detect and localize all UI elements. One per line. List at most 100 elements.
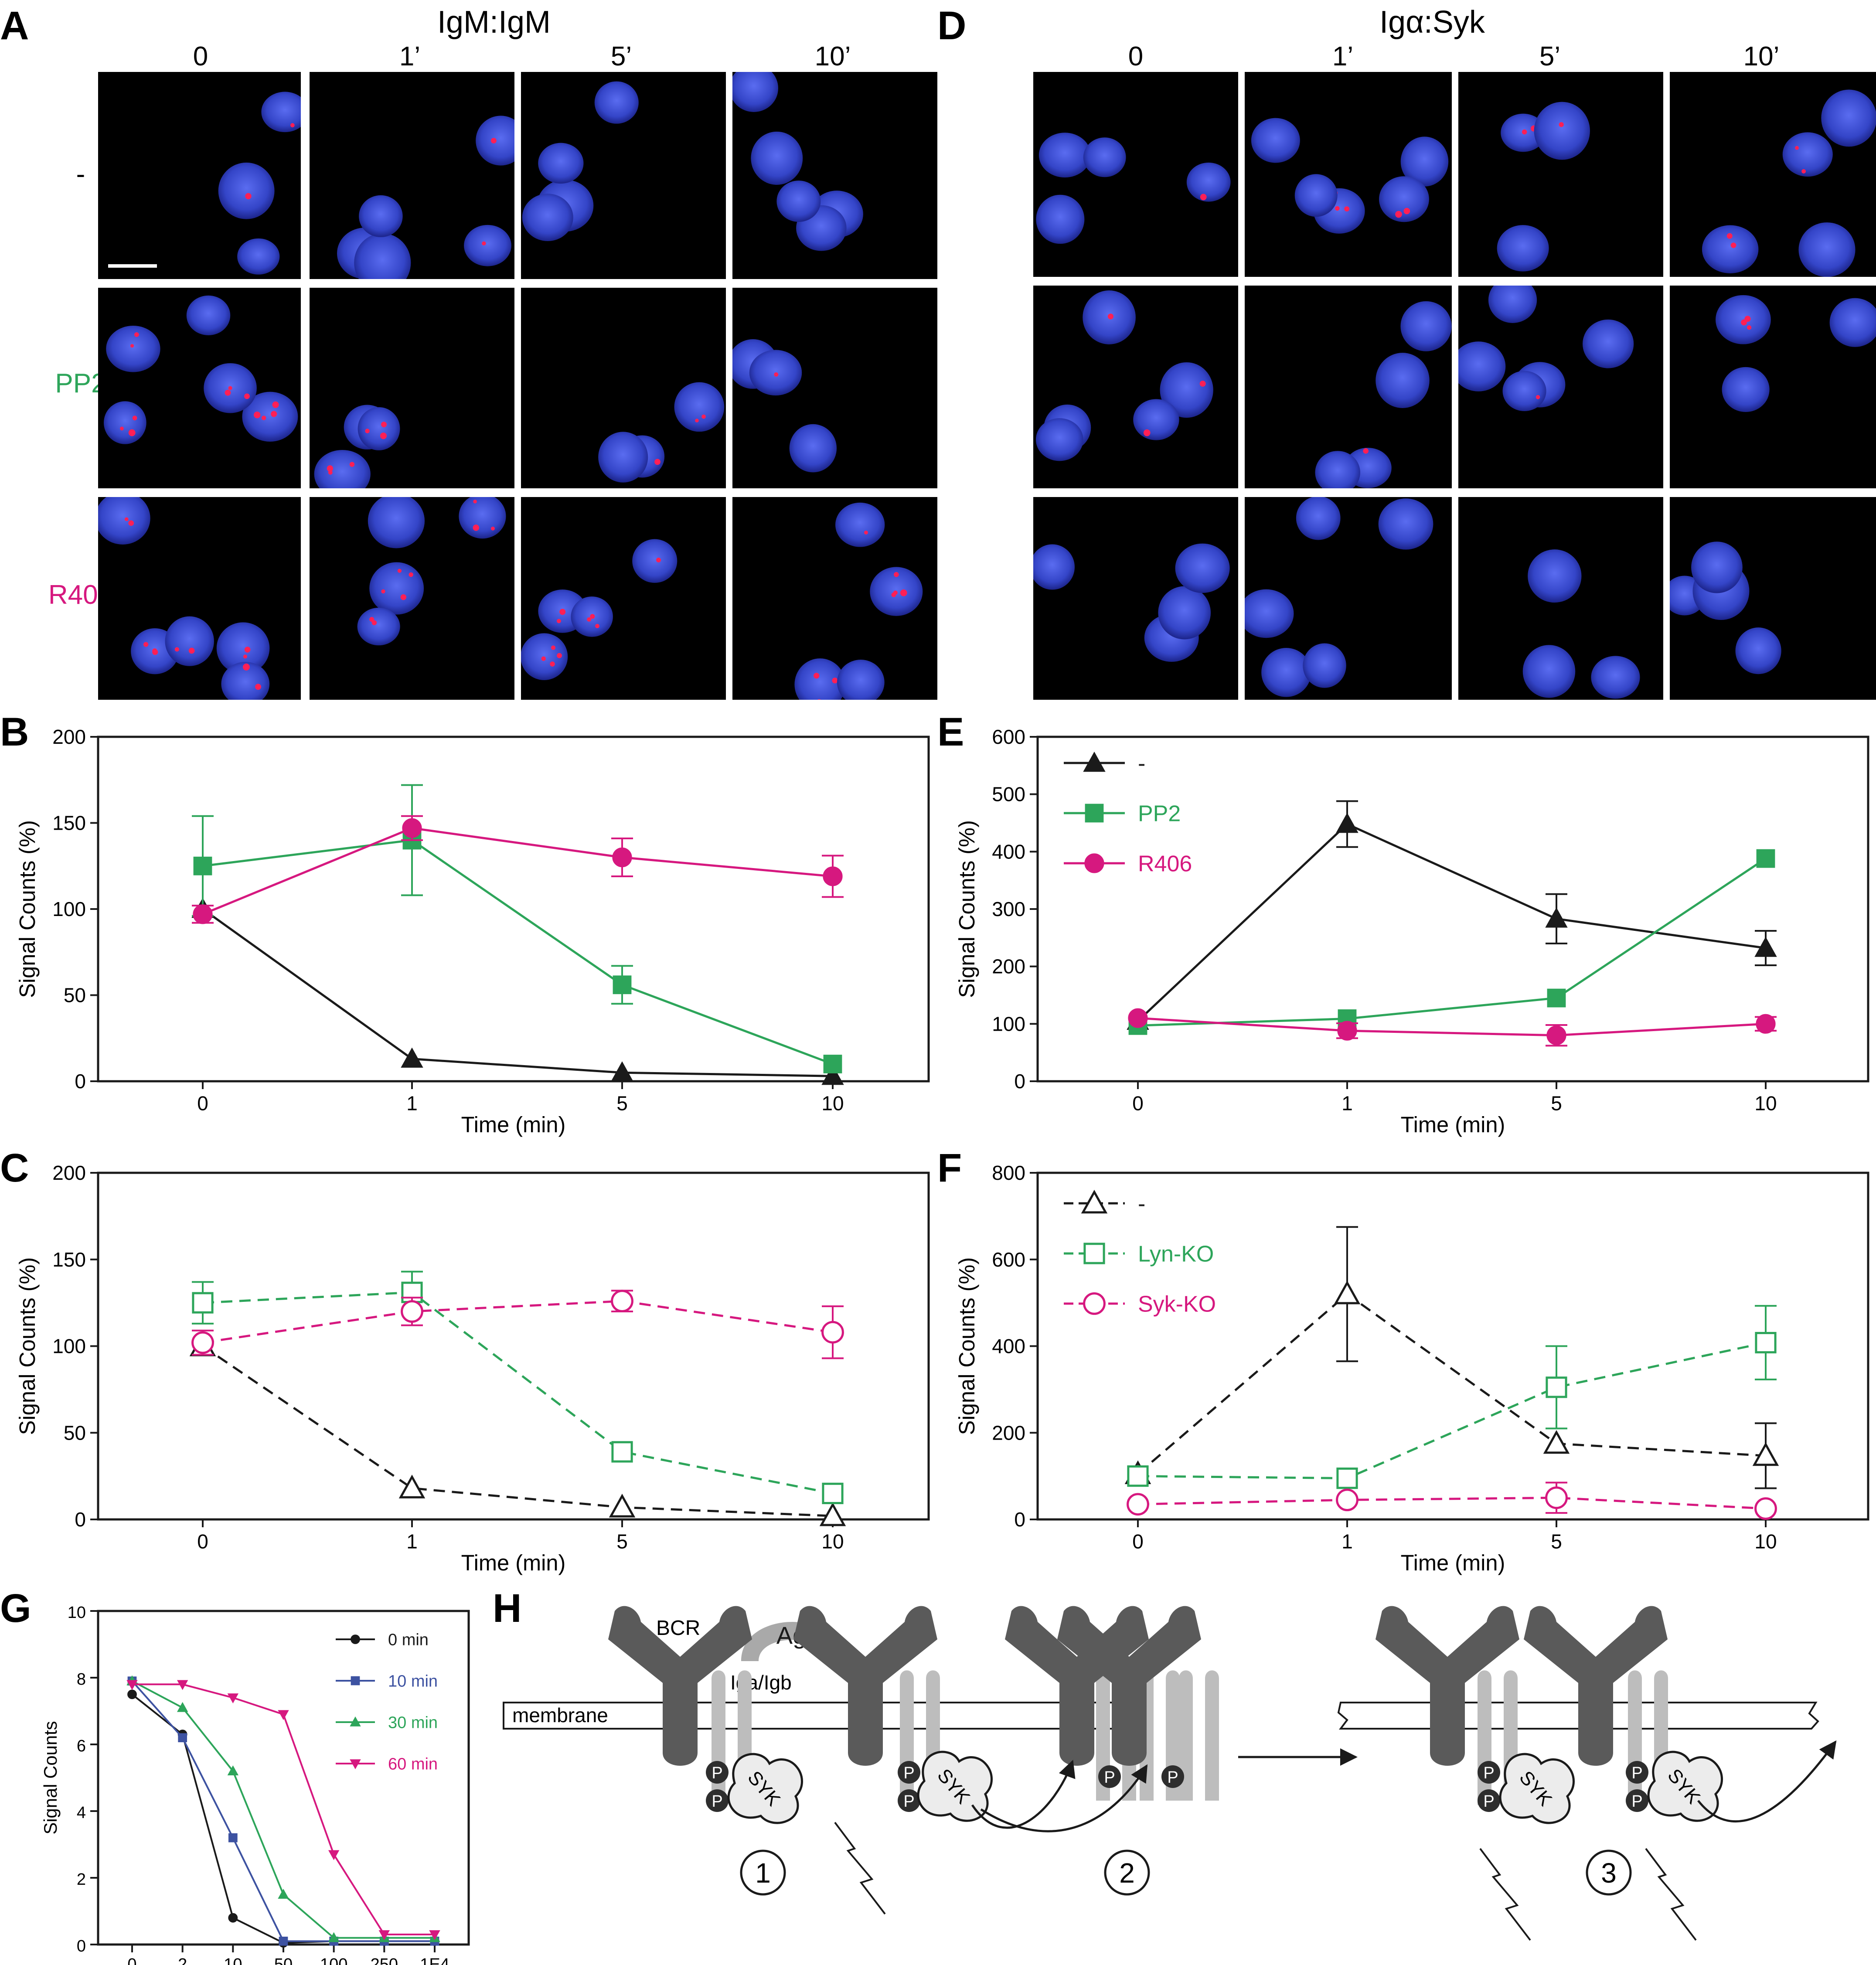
- data-point-marker: [1754, 1497, 1777, 1520]
- panel-c: C 0 50 100 150 200 0 1 5 10 Time (min) Signal Coun…: [0, 1146, 930, 1575]
- phospho-label: P: [903, 1764, 914, 1782]
- cell-nucleus: [221, 662, 270, 700]
- data-point-marker: [401, 1281, 423, 1303]
- cell-nucleus: [357, 407, 400, 450]
- panel-d-time-0: 0: [1128, 41, 1143, 72]
- data-point-marker: [1336, 813, 1358, 833]
- x-tick-label: 1: [1341, 1530, 1353, 1553]
- data-point-marker: [1756, 1014, 1776, 1034]
- cell-nucleus: [314, 450, 371, 488]
- x-tick-label: 0: [1132, 1530, 1144, 1553]
- pla-signal-spot: [482, 241, 486, 246]
- phospho-label: P: [1631, 1792, 1642, 1811]
- data-point-marker: [177, 1702, 188, 1712]
- step-2-marker: 2: [1104, 1849, 1150, 1896]
- pla-signal-spot: [590, 614, 595, 619]
- panel-d-time-1: 1’: [1332, 41, 1353, 72]
- x-axis-label: Time (min): [461, 1550, 566, 1575]
- plot-frame: [97, 1172, 930, 1521]
- data-point-marker: [1543, 1430, 1570, 1454]
- pla-signal-spot: [381, 589, 385, 594]
- pla-signal-spot: [550, 661, 555, 667]
- pla-signal-spot: [397, 569, 402, 573]
- panel-a-letter: A: [0, 3, 29, 48]
- legend: - Lyn-KO Syk-KO: [1064, 1189, 1216, 1317]
- cell-nucleus: [538, 143, 584, 184]
- cell-nucleus: [1502, 371, 1546, 411]
- series-line: [1137, 1293, 1766, 1475]
- panel-a-tile-r1-c2: [310, 72, 514, 279]
- panel-d-tile-r1-c1: [1033, 72, 1238, 277]
- cell-nucleus: [1583, 319, 1634, 368]
- syk-1: SYK: [727, 1753, 804, 1824]
- data-point-marker: [227, 1693, 239, 1703]
- x-tick-label: 10: [224, 1955, 242, 1965]
- cell-nucleus: [476, 116, 514, 166]
- bcr-cluster: [1005, 1606, 1219, 1801]
- pla-signal-spot: [365, 429, 370, 433]
- pla-signal-spot: [1403, 208, 1410, 215]
- pla-signal-spot: [559, 609, 566, 615]
- pla-signal-spot: [134, 332, 139, 337]
- series-r406: [1128, 1008, 1777, 1047]
- bcr-4: [1524, 1606, 1668, 1766]
- legend-item-lynko: Lyn-KO: [1064, 1242, 1214, 1267]
- pla-signal-spot: [1522, 129, 1527, 135]
- syk-3: SYK: [1499, 1753, 1575, 1824]
- panel-g: G 02468100210501002501E4Antigen (ng)Sign…: [0, 1586, 470, 1965]
- y-tick-label: 0: [75, 1508, 86, 1531]
- pla-signal-spot: [130, 344, 134, 348]
- legend-item-r406: R406: [1064, 851, 1192, 877]
- pla-signal-spot: [143, 642, 149, 647]
- data-point-marker: [1546, 1025, 1566, 1046]
- panel-d-tile-r2-c4: [1670, 286, 1876, 488]
- y-tick-label: 100: [52, 898, 86, 920]
- pla-signal-spot: [814, 673, 820, 679]
- cell-nucleus: [1591, 656, 1640, 699]
- pla-signal-spot: [120, 426, 124, 431]
- panel-d-letter: D: [937, 3, 966, 48]
- series-ctrl: [191, 897, 844, 1085]
- cell-nucleus: [1315, 451, 1360, 488]
- series-line: [1137, 1496, 1766, 1510]
- cell-nucleus: [103, 401, 146, 444]
- phospho-2a: P: [898, 1761, 920, 1784]
- data-point-marker: [1085, 804, 1104, 823]
- cell-nucleus: [354, 233, 411, 279]
- data-point-marker: [823, 866, 843, 886]
- y-tick-label: 50: [64, 984, 86, 1007]
- data-point-marker: [429, 1930, 440, 1941]
- data-point-marker: [228, 1913, 238, 1923]
- x-tick-label: 5: [616, 1092, 628, 1114]
- panel-h-letter: H: [493, 1586, 521, 1631]
- data-point-marker: [823, 1055, 842, 1073]
- data-point-marker: [401, 1300, 423, 1323]
- pla-signal-spot: [380, 433, 387, 439]
- phospho-label: P: [712, 1792, 722, 1811]
- cell-nucleus: [1251, 118, 1300, 163]
- chart-b: 0 50 100 150 200 0 1 5 10 Time (min) Signal Counts…: [15, 725, 930, 1137]
- plot-frame: [1036, 736, 1869, 1083]
- data-point-marker: [378, 1930, 390, 1941]
- pla-signal-spot: [1199, 381, 1206, 387]
- data-point-marker: [1084, 853, 1104, 873]
- legend-label: 10 min: [388, 1672, 438, 1691]
- series-line: [202, 1291, 833, 1495]
- bcr-label: BCR: [656, 1617, 700, 1640]
- cell-nucleus: [522, 194, 573, 241]
- panel-a-time-0: 0: [193, 41, 208, 72]
- panel-d-tile-r2-c3: [1458, 286, 1663, 488]
- pla-signal-spot: [490, 138, 497, 144]
- y-axis-label: Signal Counts (%): [954, 820, 979, 998]
- pla-signal-spot: [124, 517, 129, 521]
- data-point-marker: [822, 1482, 844, 1504]
- panel-b-letter: B: [0, 710, 29, 754]
- cell-nucleus: [1798, 222, 1856, 277]
- phospho-label: P: [712, 1764, 722, 1782]
- data-point-marker: [193, 856, 212, 875]
- cell-nucleus: [369, 562, 424, 615]
- series-line: [1137, 823, 1766, 1022]
- pla-signal-spot: [491, 526, 495, 531]
- data-point-marker: [1755, 1332, 1777, 1354]
- phospho-3a: P: [1478, 1761, 1500, 1784]
